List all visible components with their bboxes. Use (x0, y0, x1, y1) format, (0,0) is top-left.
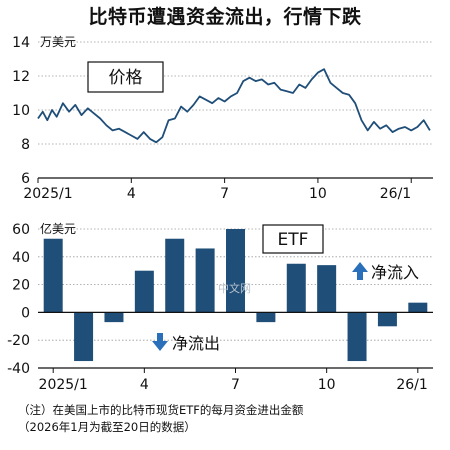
footnote: （注）在美国上市的比特币现货ETF的每月资金进出金额 （2026年1月为截至20… (18, 402, 303, 436)
etf-x-tick-label: 7 (231, 377, 240, 393)
etf-y-tick-label: 0 (21, 305, 30, 321)
etf-bar (43, 238, 63, 313)
price-chart: 6 8 10 12 14 万美元 价格 2025/1 4 7 10 26/1 (12, 35, 433, 202)
price-label-text: 价格 (109, 68, 143, 88)
price-gridlines (38, 41, 433, 179)
outflow-label: 净流出 (172, 334, 220, 353)
etf-x-tick-labels: 2025/1 4 7 10 26/1 (39, 377, 428, 393)
footnote-line-1: （注）在美国上市的比特币现货ETF的每月资金进出金额 (18, 403, 304, 417)
price-y-tick-label: 10 (12, 103, 30, 119)
price-series-line (37, 68, 431, 144)
price-x-tick-labels: 2025/1 4 7 10 26/1 (23, 186, 411, 202)
outflow-annotation: 净流出 (152, 333, 220, 353)
etf-bar (377, 312, 397, 327)
etf-bar (317, 265, 337, 313)
price-x-tick-label: 10 (309, 186, 327, 202)
inflow-annotation: 净流入 (352, 262, 419, 282)
price-x-tick-label: 2025/1 (23, 186, 72, 202)
etf-y-tick-label: 20 (12, 278, 30, 294)
price-unit-label: 万美元 (40, 35, 76, 49)
price-x-tick-label: 7 (220, 186, 229, 202)
etf-y-tick-label: -20 (7, 333, 30, 349)
etf-y-tick-labels: -40 -20 0 20 40 60 (7, 222, 30, 377)
etf-bar (165, 238, 185, 313)
etf-bar (134, 270, 154, 313)
etf-x-tick-label: 2025/1 (39, 377, 88, 393)
price-y-tick-label: 8 (21, 137, 30, 153)
etf-bar (104, 312, 124, 323)
etf-x-tick-label: 26/1 (396, 377, 427, 393)
price-x-tick-label: 4 (127, 186, 136, 202)
etf-unit-label: 亿美元 (40, 221, 76, 236)
price-x-tick-label: 26/1 (380, 186, 411, 202)
etf-bar (226, 229, 245, 313)
etf-bars (43, 229, 428, 362)
footnote-line-2: （2026年1月为截至20日的数据） (18, 420, 196, 434)
etf-chart: -40 -20 0 20 40 60 亿美元 ETF 净流入 净流出 2025/1 4 7 10… (7, 221, 433, 393)
inflow-label: 净流入 (371, 263, 419, 282)
watermark: 中文网 (218, 282, 251, 295)
price-label-box (87, 61, 164, 93)
etf-bar (286, 263, 306, 313)
price-y-tick-label: 14 (12, 35, 30, 51)
etf-bar (408, 302, 428, 313)
etf-label-text: ETF (278, 230, 309, 250)
etf-x-ticks (52, 368, 419, 373)
up-arrow-icon (352, 262, 368, 280)
down-arrow-icon (152, 333, 168, 351)
etf-x-tick-label: 10 (318, 377, 336, 393)
etf-y-tick-label: 40 (12, 250, 30, 266)
price-y-tick-labels: 6 8 10 12 14 (12, 35, 30, 187)
etf-bar (256, 312, 276, 323)
page-title: 比特币遭遇资金流出，行情下跌 (88, 6, 362, 28)
etf-x-tick-label: 4 (140, 377, 149, 393)
etf-bar (74, 312, 94, 362)
etf-label-box (262, 224, 324, 254)
etf-bar (347, 312, 367, 362)
price-x-ticks (37, 178, 412, 183)
price-y-tick-label: 12 (12, 69, 30, 85)
etf-bar (195, 248, 215, 313)
price-y-tick-label: 6 (21, 171, 30, 187)
etf-y-tick-label: -40 (7, 361, 30, 377)
etf-y-tick-label: 60 (12, 222, 30, 238)
